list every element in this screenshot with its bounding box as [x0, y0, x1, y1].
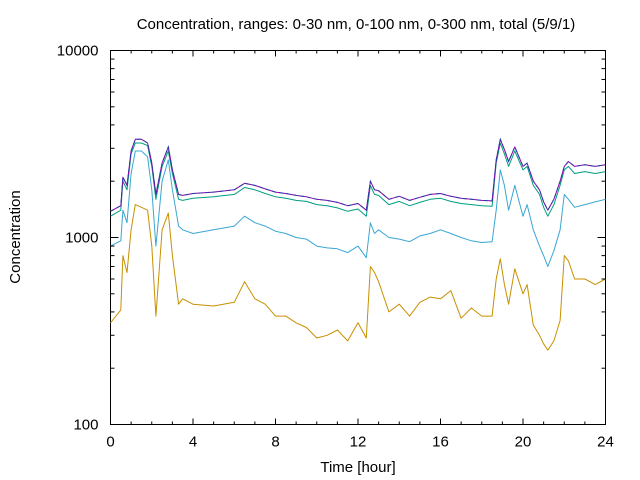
- x-tick-label: 8: [271, 434, 279, 451]
- y-tick-label: 1000: [65, 230, 98, 247]
- x-tick-label: 24: [597, 434, 614, 451]
- x-tick-label: 16: [432, 434, 449, 451]
- y-axis: 100 1000 10000: [57, 43, 606, 434]
- y-tick-label: 10000: [57, 43, 99, 60]
- plot-area: [110, 50, 606, 425]
- series-line-4-dashed: [110, 137, 606, 212]
- x-tick-label: 0: [106, 434, 114, 451]
- chart-title: Concentration, ranges: 0-30 nm, 0-100 nm…: [137, 16, 576, 33]
- series-line-3: [110, 142, 606, 217]
- x-tick-label: 12: [350, 434, 367, 451]
- plot-frame: [110, 50, 606, 425]
- x-axis: 0 4 8 12 16 20 24: [106, 50, 614, 451]
- y-axis-label: Concentration: [7, 190, 24, 283]
- x-axis-label: Time [hour]: [320, 459, 395, 476]
- series-line-1: [110, 204, 606, 351]
- x-tick-label: 4: [189, 434, 197, 451]
- y-tick-label: 100: [73, 417, 98, 434]
- x-tick-label: 20: [515, 434, 532, 451]
- series-layer: [110, 137, 606, 351]
- series-line-2: [110, 150, 606, 267]
